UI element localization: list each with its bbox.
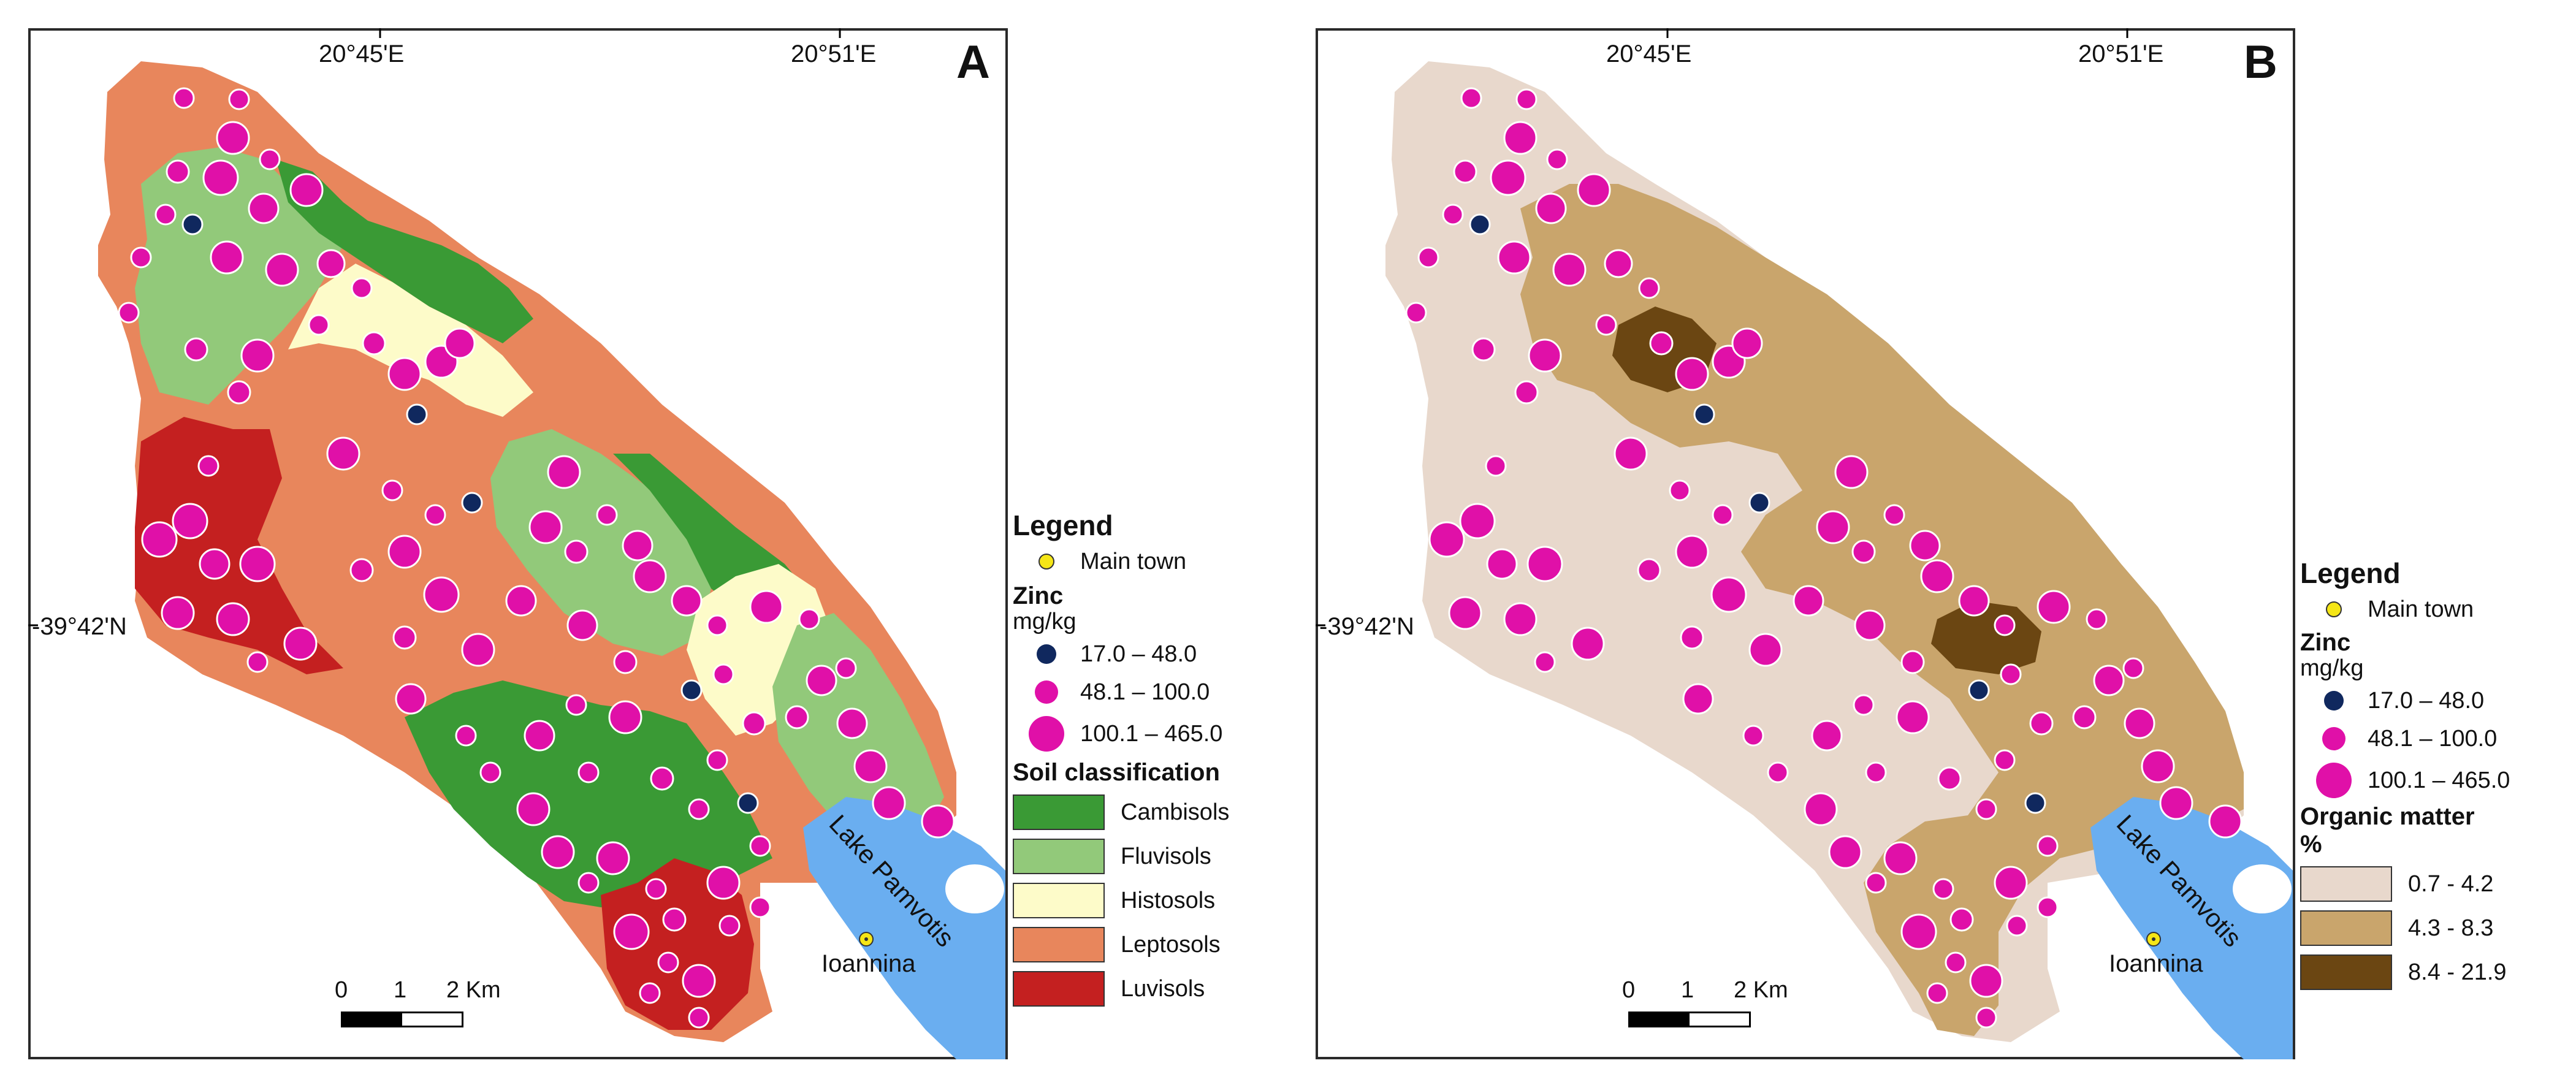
legend-soil-row-5: Luvisols (1013, 967, 1307, 1011)
legend-soil-title-a: Soil classification (1013, 759, 1220, 786)
legend-zinc-title-a: Zinc (1013, 582, 1064, 609)
scale-label-1-a: 1 (394, 977, 407, 1003)
legend-om-label-2: 4.3 - 8.3 (2408, 915, 2494, 941)
legend-om-row-3: 8.4 - 21.9 (2300, 950, 2570, 994)
soil-cambisols-s (405, 680, 772, 907)
scale-bar-a (341, 1012, 463, 1027)
legend-zinc-row-a-2: 48.1 – 100.0 (1013, 673, 1307, 711)
panel-letter-b: B (2244, 36, 2277, 88)
luvisols-swatch (1013, 971, 1105, 1007)
legend-zinc-class-a-2: 48.1 – 100.0 (1080, 679, 1210, 705)
legend-zinc-row-b-3: 100.1 – 465.0 (2300, 758, 2570, 803)
legend-zinc-class-b-1: 17.0 – 48.0 (2368, 687, 2485, 714)
lake-pamvotis-a (803, 797, 1005, 1059)
town-label-a: Ioannina (821, 950, 916, 977)
zinc-points-low-a (181, 213, 759, 814)
legend-om-label-3: 8.4 - 21.9 (2408, 959, 2507, 985)
legend-zinc-row-b-2: 48.1 – 100.0 (2300, 720, 2570, 758)
legend-soil-row-1: Cambisols (1013, 790, 1307, 834)
scale-label-2-b: 2 Km (1734, 977, 1788, 1003)
legend-title-a: Legend (1013, 509, 1113, 541)
soil-luvisols-s (601, 858, 754, 1030)
leptosols-swatch (1013, 927, 1105, 962)
legend-zinc-row-b-1: 17.0 – 48.0 (2300, 682, 2570, 720)
legend-town-row-b: Main town (2300, 590, 2570, 629)
zinc-points-low-b (1469, 213, 2046, 814)
town-marker-b (2146, 932, 2161, 947)
scale-bar-b (1628, 1012, 1751, 1027)
lat-label-b: -39°42'N (1319, 613, 1414, 640)
scale-label-2-a: 2 Km (446, 977, 501, 1003)
om-mid-swatch (2300, 910, 2392, 946)
legend-zinc-class-b-3: 100.1 – 465.0 (2368, 767, 2510, 793)
legend-a: Legend Main town Zinc mg/kg 17.0 – 48.0 … (1013, 509, 1307, 1011)
lake-island-a (945, 864, 1004, 913)
legend-om-row-1: 0.7 - 4.2 (2300, 862, 2570, 906)
lon-label-a2: 20°51'E (791, 40, 877, 67)
legend-om-label-1: 0.7 - 4.2 (2408, 871, 2494, 897)
town-icon (1038, 554, 1054, 570)
legend-soil-label-4: Leptosols (1121, 931, 1221, 958)
legend-zinc-unit-b: mg/kg (2300, 655, 2364, 681)
soil-histosols-nw (288, 264, 533, 417)
legend-soil-row-2: Fluvisols (1013, 834, 1307, 878)
lake-island-b (2233, 864, 2292, 913)
legend-soil-label-3: Histosols (1121, 887, 1216, 913)
legend-zinc-class-a-1: 17.0 – 48.0 (1080, 641, 1197, 667)
zinc-points-a (118, 87, 955, 1029)
zinc-high-dot-icon (2316, 763, 2352, 798)
cambisols-swatch (1013, 794, 1105, 830)
legend-om-unit-b: % (2300, 831, 2322, 858)
legend-soil-row-3: Histosols (1013, 878, 1307, 923)
legend-om-title-b: Organic matter (2300, 803, 2475, 830)
soil-fluvisols-center (490, 429, 711, 656)
lat-label-a: -39°42'N (32, 613, 127, 640)
scale-label-1-b: 1 (1681, 977, 1694, 1003)
zinc-points-b (1405, 87, 2243, 1029)
legend-soil-label-2: Fluvisols (1121, 843, 1211, 869)
soil-cambisols-nw (276, 159, 533, 343)
legend-b: Legend Main town Zinc mg/kg 17.0 – 48.0 … (2300, 557, 2570, 994)
lon-label-a1: 20°45'E (319, 40, 405, 67)
lon-label-b1: 20°45'E (1606, 40, 1692, 67)
fluvisols-swatch (1013, 839, 1105, 874)
om-high-area-2 (1931, 601, 2041, 674)
town-icon (2326, 601, 2342, 617)
zinc-low-dot-icon (2324, 691, 2344, 711)
zinc-mid-dot-icon (2322, 727, 2345, 750)
legend-town-label-b: Main town (2368, 596, 2474, 622)
legend-town-label-a: Main town (1080, 548, 1187, 574)
lake-pamvotis-b (2090, 797, 2293, 1059)
zinc-mid-dot-icon (1035, 680, 1058, 704)
town-marker-a (859, 932, 874, 947)
legend-soil-row-4: Leptosols (1013, 923, 1307, 967)
scale-label-0-a: 0 (335, 977, 348, 1003)
lon-label-b2: 20°51'E (2078, 40, 2164, 67)
om-high-swatch (2300, 954, 2392, 990)
om-mid-area (1520, 184, 2244, 1036)
legend-soil-label-5: Luvisols (1121, 975, 1205, 1002)
panel-letter-a: A (956, 36, 990, 88)
zinc-low-dot-icon (1037, 644, 1056, 664)
town-label-b: Ioannina (2109, 950, 2203, 977)
legend-zinc-row-a-1: 17.0 – 48.0 (1013, 635, 1307, 673)
legend-zinc-class-b-2: 48.1 – 100.0 (2368, 725, 2498, 752)
legend-om-row-2: 4.3 - 8.3 (2300, 906, 2570, 950)
legend-zinc-title-b: Zinc (2300, 629, 2351, 656)
om-low-swatch (2300, 866, 2392, 902)
legend-soil-label-1: Cambisols (1121, 799, 1230, 825)
zinc-high-dot-icon (1029, 716, 1064, 752)
legend-title-b: Legend (2300, 557, 2401, 589)
legend-zinc-unit-a: mg/kg (1013, 609, 1077, 634)
soil-fluvisols-nw (135, 147, 343, 405)
histosols-swatch (1013, 883, 1105, 918)
legend-town-row-a: Main town (1013, 542, 1307, 581)
scale-label-0-b: 0 (1622, 977, 1636, 1003)
legend-zinc-row-a-3: 100.1 – 465.0 (1013, 711, 1307, 756)
legend-zinc-class-a-3: 100.1 – 465.0 (1080, 720, 1223, 747)
